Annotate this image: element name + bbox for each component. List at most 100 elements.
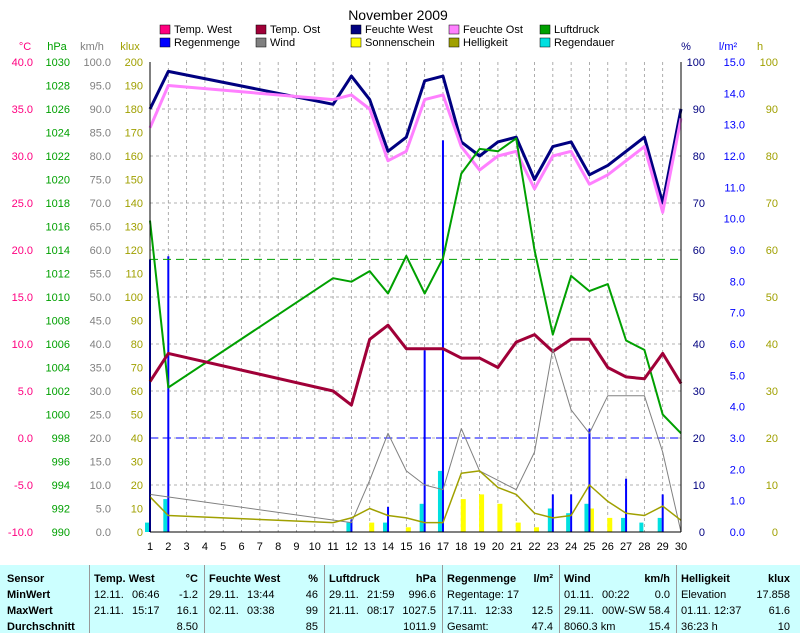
tick-label-x: 23 bbox=[547, 541, 559, 553]
tick-label-klux: 0 bbox=[137, 527, 143, 539]
tick-label-temp: 30.0 bbox=[12, 151, 33, 163]
tick-label-wind: 75.0 bbox=[90, 175, 111, 187]
tick-label-klux: 150 bbox=[125, 175, 143, 187]
bar-regendauer bbox=[657, 517, 662, 532]
tick-label-klux: 110 bbox=[125, 269, 143, 281]
reference-lines bbox=[150, 258, 681, 439]
stats-time: 21:59 bbox=[367, 589, 395, 601]
tick-label-x: 20 bbox=[492, 541, 504, 553]
bar-sonnenschein bbox=[497, 503, 503, 532]
tick-label-klux: 90 bbox=[131, 316, 143, 328]
tick-label-temp: 20.0 bbox=[12, 245, 33, 257]
tick-label-hum: 50 bbox=[693, 292, 705, 304]
stats-value: 58.4 bbox=[648, 605, 670, 617]
bar-sonnenschein bbox=[534, 527, 540, 532]
tick-label-x: 1 bbox=[147, 541, 153, 553]
tick-label-press: 1028 bbox=[46, 81, 70, 93]
tick-label-klux: 190 bbox=[125, 81, 143, 93]
tick-label-rain: 9.0 bbox=[730, 245, 745, 257]
stats-sensor-col: Sensor MinWert MaxWert Durchschnitt bbox=[0, 565, 90, 633]
tick-label-x: 16 bbox=[419, 541, 431, 553]
tick-label-x: 8 bbox=[275, 541, 281, 553]
bar-sonnenschein bbox=[405, 527, 411, 532]
tick-label-wind: 5.0 bbox=[96, 504, 111, 516]
stats-pressure-col: Luftdruck hPa 29.11. 21:59 996.6 21.11. … bbox=[325, 565, 443, 633]
stats-wind-col: Wind km/h 01.11. 00:22 0.0 29.11. 00W-SW… bbox=[560, 565, 677, 633]
tick-label-wind: 60.0 bbox=[90, 245, 111, 257]
tick-label-press: 1020 bbox=[46, 175, 70, 187]
stats-header-label: Helligkeit bbox=[681, 573, 730, 585]
series-feuchte-ost bbox=[148, 84, 683, 214]
tick-label-x: 9 bbox=[293, 541, 299, 553]
series-lines bbox=[148, 69, 683, 533]
tick-label-x: 15 bbox=[400, 541, 412, 553]
stats-value: 1011.9 bbox=[403, 621, 436, 633]
stats-direction: 00W-SW bbox=[602, 605, 646, 617]
bar-regendauer bbox=[639, 522, 644, 532]
tick-label-hours: 10 bbox=[766, 480, 778, 492]
tick-label-klux: 60 bbox=[131, 386, 143, 398]
bar-regenmenge bbox=[441, 140, 444, 533]
weather-chart: November 2009 Temp. West Temp. Ost Feuchte… bbox=[8, 7, 778, 553]
tick-label-hours: 100 bbox=[760, 57, 778, 69]
tick-label-press: 1022 bbox=[46, 151, 70, 163]
tick-label-klux: 20 bbox=[131, 480, 143, 492]
tick-label-hours: 50 bbox=[766, 292, 778, 304]
tick-label-press: 994 bbox=[52, 480, 70, 492]
tick-label-temp: -10.0 bbox=[8, 527, 33, 539]
tick-label-press: 1024 bbox=[46, 128, 70, 140]
bar-regendauer bbox=[547, 508, 552, 532]
tick-label-rain: 10.0 bbox=[724, 214, 745, 226]
stats-header-label: Wind bbox=[564, 573, 591, 585]
chart-title: November 2009 bbox=[348, 7, 448, 23]
tick-label-x: 25 bbox=[583, 541, 595, 553]
stats-row-label: MinWert bbox=[7, 589, 51, 601]
bar-regenmenge bbox=[551, 494, 554, 532]
legend-swatch bbox=[539, 24, 551, 35]
stats-value: -1.2 bbox=[179, 589, 198, 601]
tick-label-x: 17 bbox=[437, 541, 449, 553]
bar-sonnenschein bbox=[460, 499, 466, 532]
tick-label-press: 992 bbox=[52, 504, 70, 516]
bar-regenmenge bbox=[661, 494, 664, 532]
tick-label-wind: 25.0 bbox=[90, 410, 111, 422]
axis-unit-wind: km/h bbox=[80, 41, 104, 53]
tick-label-klux: 140 bbox=[125, 198, 143, 210]
tick-label-rain: 13.0 bbox=[724, 120, 745, 132]
stats-date: 12.11. bbox=[94, 589, 124, 601]
tick-label-rain: 14.0 bbox=[724, 88, 745, 100]
stats-date: 29.11. bbox=[329, 589, 359, 601]
legend-swatch bbox=[159, 37, 171, 48]
bar-regenmenge bbox=[570, 494, 573, 532]
stats-value: 10 bbox=[777, 621, 790, 633]
axis-unit-hours: h bbox=[757, 41, 763, 53]
tick-label-x: 3 bbox=[184, 541, 190, 553]
tick-label-wind: 15.0 bbox=[90, 457, 111, 469]
legend-label: Helligkeit bbox=[463, 37, 508, 49]
tick-label-hours: 80 bbox=[766, 151, 778, 163]
tick-label-klux: 160 bbox=[125, 151, 143, 163]
bar-sonnenschein bbox=[479, 494, 485, 532]
tick-label-press: 1012 bbox=[46, 269, 70, 281]
bar-regendauer bbox=[621, 517, 626, 532]
bar-regendauer bbox=[419, 503, 424, 532]
tick-label-wind: 85.0 bbox=[90, 128, 111, 140]
legend-label: Temp. West bbox=[174, 24, 232, 36]
tick-label-wind: 0.0 bbox=[96, 527, 111, 539]
legend-label: Regenmenge bbox=[174, 37, 240, 49]
tick-label-klux: 180 bbox=[125, 104, 143, 116]
stats-text: Elevation bbox=[681, 589, 727, 601]
tick-label-rain: 12.0 bbox=[724, 151, 745, 163]
tick-label-klux: 30 bbox=[131, 457, 143, 469]
tick-label-x: 29 bbox=[657, 541, 669, 553]
tick-label-hours: 60 bbox=[766, 245, 778, 257]
tick-label-press: 990 bbox=[52, 527, 70, 539]
tick-label-press: 1018 bbox=[46, 198, 70, 210]
tick-label-x: 22 bbox=[528, 541, 540, 553]
tick-label-x: 4 bbox=[202, 541, 208, 553]
tick-label-press: 1004 bbox=[46, 363, 70, 375]
stats-value: 996.6 bbox=[408, 589, 436, 601]
statistics-panel: Sensor MinWert MaxWert Durchschnitt Temp… bbox=[0, 565, 800, 633]
tick-label-press: 1002 bbox=[46, 386, 70, 398]
stats-row-label: MaxWert bbox=[7, 605, 53, 617]
